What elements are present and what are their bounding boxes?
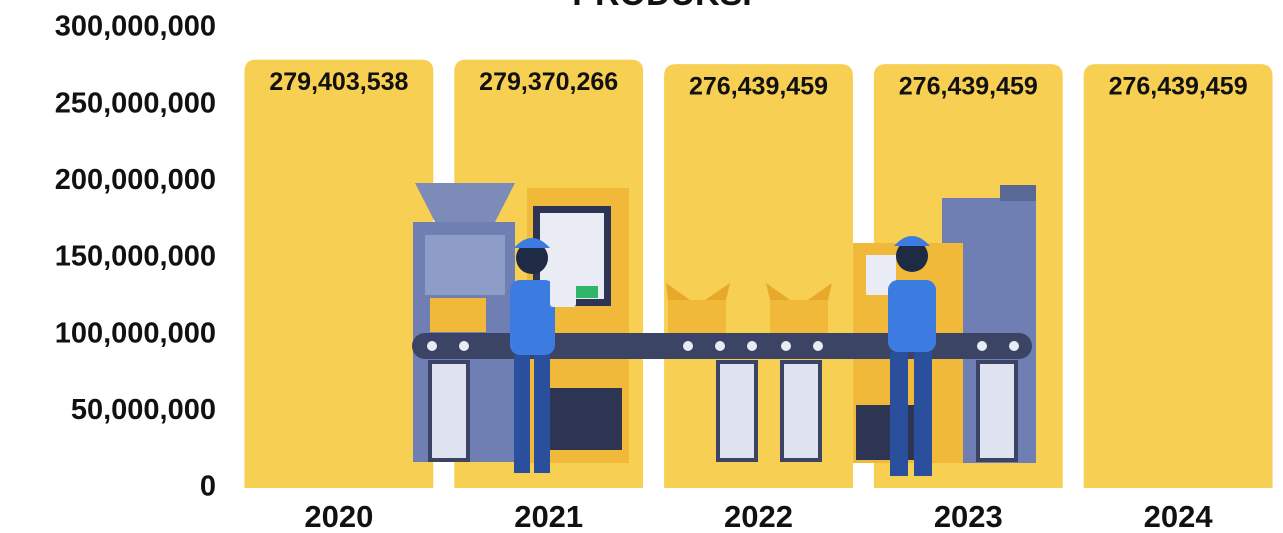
x-tick-label: 2021 bbox=[514, 499, 583, 533]
y-tick-label: 100,000,000 bbox=[55, 317, 216, 349]
bar bbox=[1083, 64, 1273, 488]
factory-illustration bbox=[412, 183, 1036, 476]
value-label: 279,370,266 bbox=[479, 68, 618, 96]
bar bbox=[244, 59, 434, 489]
x-tick-label: 2022 bbox=[724, 499, 793, 533]
y-tick-label: 250,000,000 bbox=[55, 87, 216, 119]
worker bbox=[888, 236, 936, 476]
value-label: 276,439,459 bbox=[1109, 73, 1248, 101]
y-tick-label: 0 bbox=[200, 471, 216, 503]
worker bbox=[510, 238, 576, 473]
x-tick-label: 2023 bbox=[934, 499, 1003, 533]
bar bbox=[664, 64, 853, 488]
value-label: 276,439,459 bbox=[899, 73, 1038, 101]
x-tick-label: 2020 bbox=[304, 499, 373, 533]
x-tick-label: 2024 bbox=[1144, 499, 1214, 533]
value-label: 279,403,538 bbox=[269, 68, 408, 96]
y-tick-label: 200,000,000 bbox=[55, 164, 216, 196]
value-label: 276,439,459 bbox=[689, 73, 828, 101]
bars bbox=[244, 59, 1273, 489]
y-tick-label: 300,000,000 bbox=[55, 11, 216, 43]
labels: 0 50,000,000 100,000,000 150,000,000 200,000… bbox=[55, 11, 1248, 533]
y-tick-label: 50,000,000 bbox=[71, 394, 216, 426]
y-tick-label: 150,000,000 bbox=[55, 241, 216, 273]
chart-title: PRODUKSI bbox=[572, 0, 751, 13]
